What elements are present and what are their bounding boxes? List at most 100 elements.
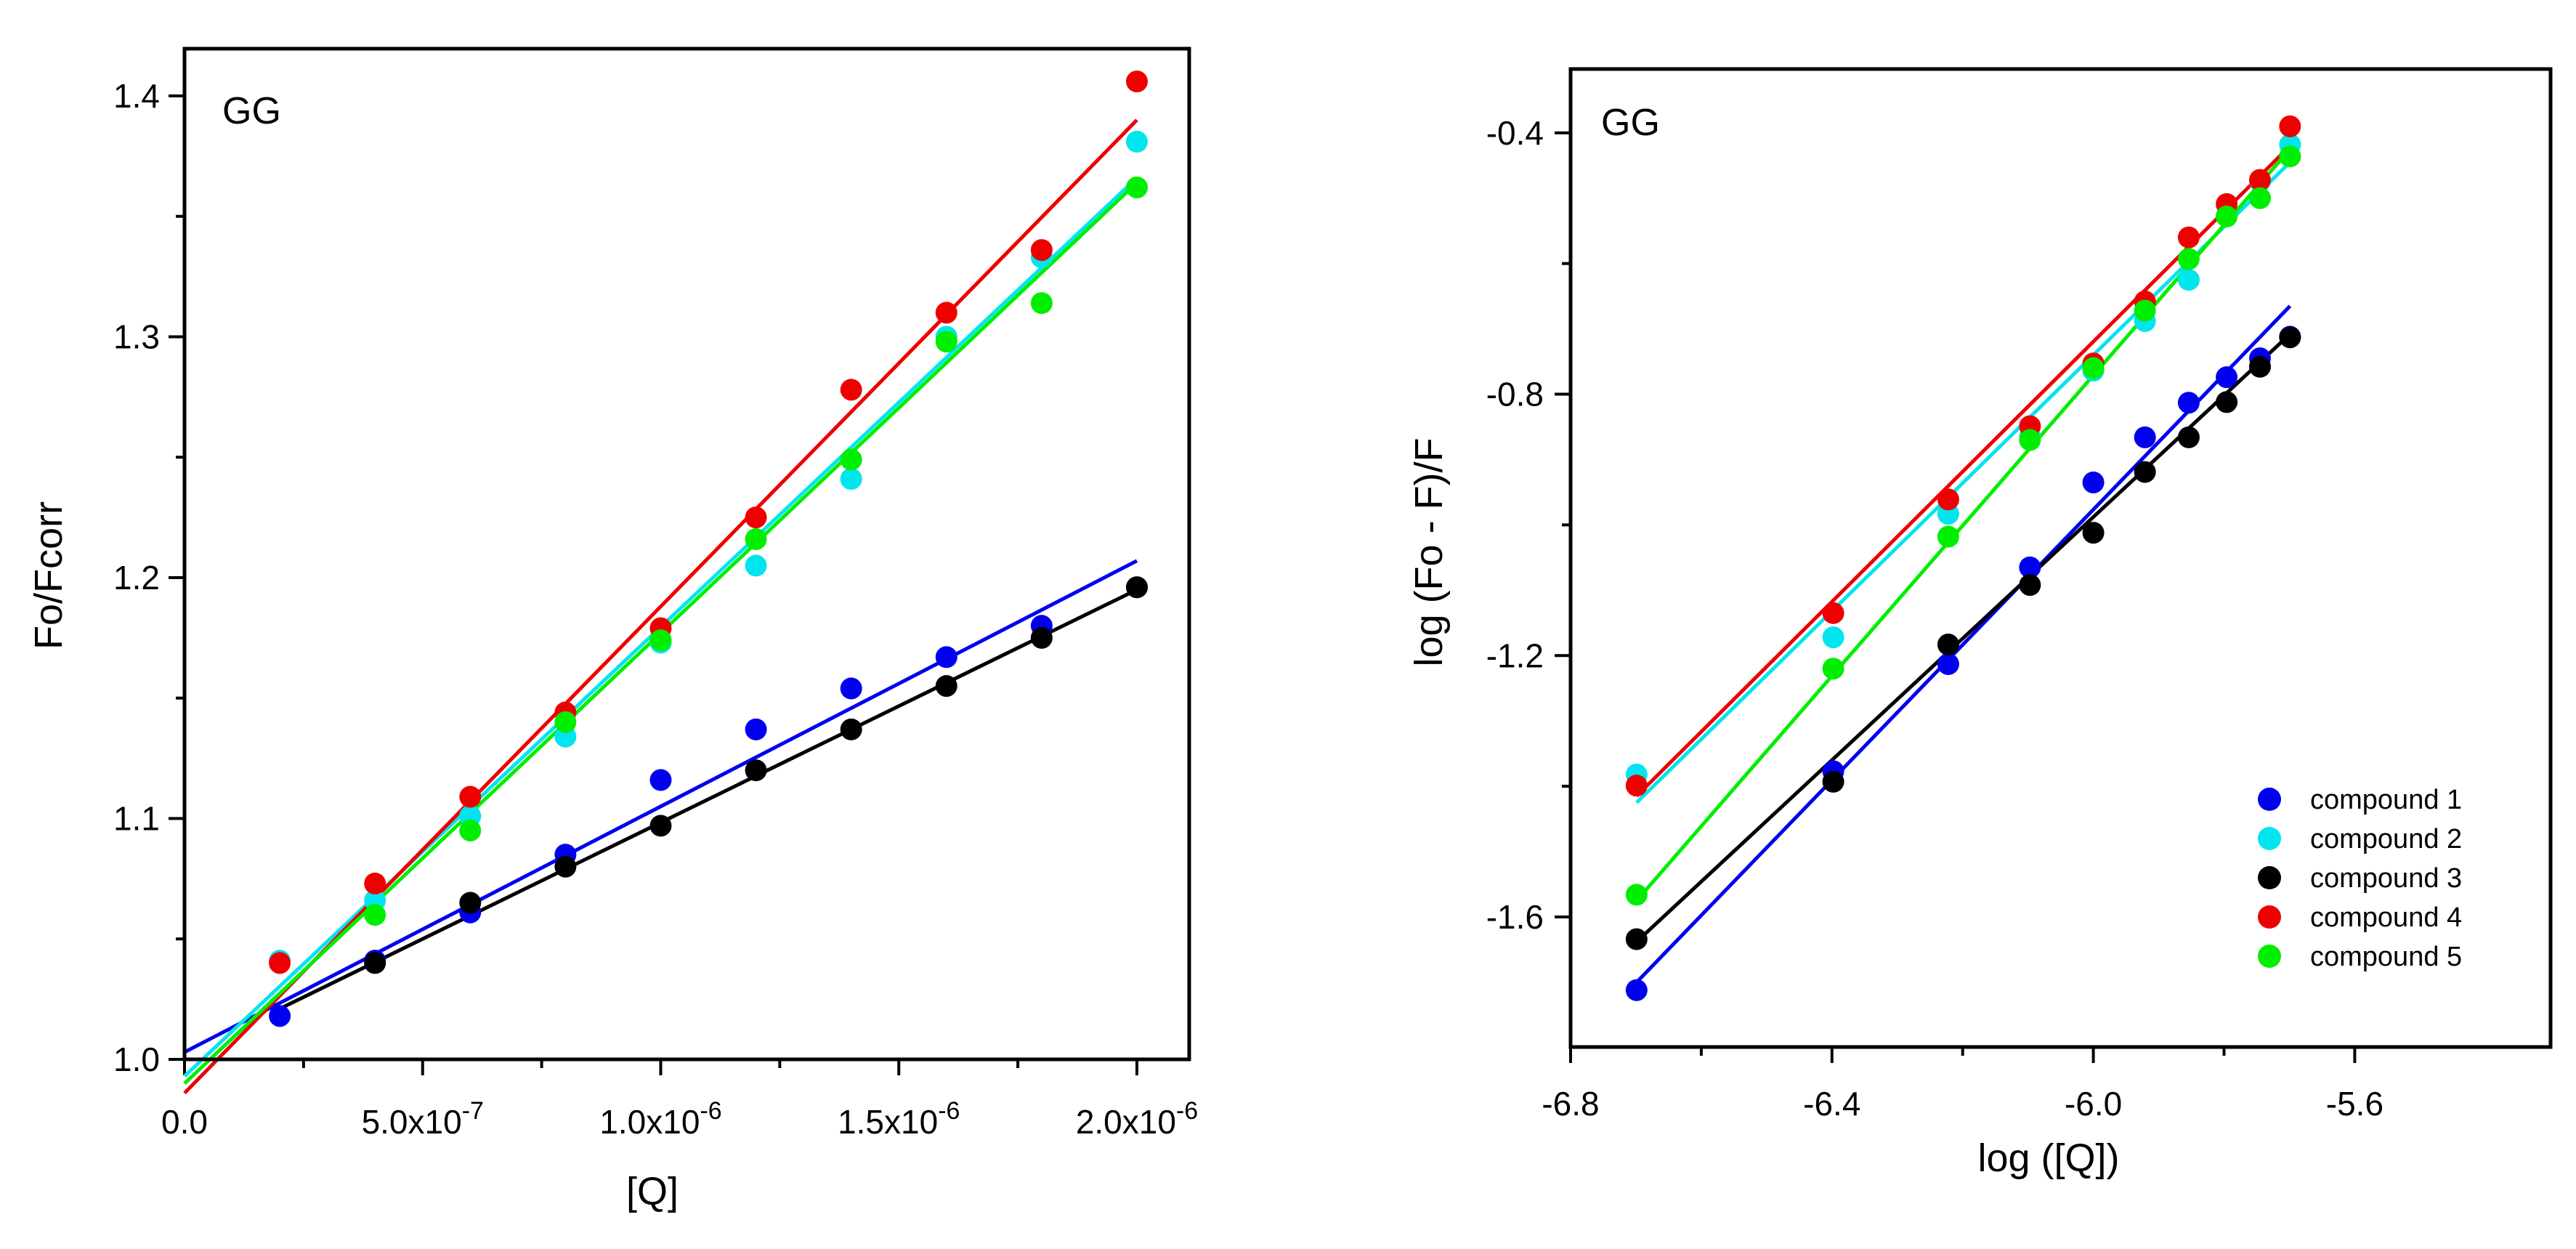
data-point-compound-4 — [459, 785, 482, 808]
chart-left-stern-volmer: Fo/Fcorr [Q] GG 0.0 5.0x10-7 1.0x10-6 1.5x1… — [27, 47, 1198, 1213]
y-tick-label: -0.4 — [1486, 114, 1544, 152]
legend: compound 1 compound 2 compound 3 compound 4… — [2258, 785, 2462, 972]
data-point-compound-1 — [649, 769, 672, 791]
data-point-compound-5 — [1030, 292, 1053, 315]
data-point-compound-4 — [935, 302, 957, 324]
data-point-compound-1 — [935, 646, 957, 668]
plot-frame — [1568, 67, 2553, 1049]
data-point-compound-4 — [745, 506, 767, 529]
data-point-compound-5 — [2019, 429, 2041, 451]
fit-line-compound-3 — [1635, 332, 2292, 944]
x-axis-title: [Q] — [626, 1170, 679, 1213]
panel-label: GG — [222, 90, 281, 132]
data-point-compound-5 — [2177, 248, 2200, 270]
fit-lines — [183, 118, 1138, 1095]
y-tick-label: -1.2 — [1486, 636, 1544, 674]
tick-layer: -6.8 -6.4 -6.0 -5.6 -1.6 -1.2 -0.8 -0.4 — [1486, 114, 2383, 1123]
x-tick-label: -6.4 — [1803, 1085, 1860, 1123]
data-point-compound-5 — [1126, 176, 1148, 198]
data-point-compound-4 — [2177, 226, 2200, 248]
x-tick-mantissa: 1.0x10 — [599, 1103, 700, 1141]
y-tick-label: 1.0 — [113, 1040, 160, 1078]
data-point-compound-5 — [935, 331, 957, 353]
data-point-compound-1 — [2216, 366, 2238, 389]
legend-label-compound-3: compound 3 — [2310, 863, 2462, 894]
fit-line-compound-1 — [1635, 304, 2292, 984]
x-tick-mantissa: 5.0x10 — [362, 1103, 462, 1141]
x-tick-label: 1.5x10-6 — [838, 1097, 960, 1141]
data-point-compound-3 — [1625, 928, 1648, 950]
data-point-compound-4 — [1937, 488, 1959, 511]
y-axis-title: Fo/Fcorr — [27, 501, 70, 650]
legend-marker-compound-4 — [2258, 905, 2281, 929]
x-tick-label: -5.6 — [2326, 1085, 2383, 1123]
data-point-compound-3 — [459, 892, 482, 914]
data-point-compound-3 — [840, 718, 862, 740]
x-tick-label: -6.0 — [2065, 1085, 2122, 1123]
legend-label-compound-2: compound 2 — [2310, 824, 2462, 854]
x-tick-exponent: -7 — [462, 1097, 484, 1125]
legend-marker-compound-2 — [2258, 827, 2281, 850]
y-tick-label: -0.8 — [1486, 376, 1544, 413]
data-point-compound-5 — [649, 629, 672, 652]
data-point-compound-4 — [1822, 602, 1844, 624]
data-point-compound-2 — [1126, 130, 1148, 153]
legend-label-compound-4: compound 4 — [2310, 902, 2462, 933]
x-tick-mantissa: 1.5x10 — [838, 1103, 938, 1141]
x-tick-label: 1.0x10-6 — [599, 1097, 721, 1141]
y-tick-label: 1.3 — [113, 318, 160, 356]
data-point-compound-5 — [364, 904, 386, 926]
data-points — [269, 70, 1148, 1027]
data-point-compound-4 — [364, 873, 386, 895]
x-tick-exponent: -6 — [938, 1097, 960, 1125]
y-axis-title: log (Fo - F)/F — [1407, 437, 1451, 666]
data-point-compound-5 — [1937, 525, 1959, 548]
data-point-compound-3 — [1126, 576, 1148, 599]
data-point-compound-3 — [2177, 426, 2200, 448]
data-point-compound-2 — [2177, 269, 2200, 291]
legend-marker-compound-1 — [2258, 788, 2281, 811]
panel-label: GG — [1601, 102, 1660, 144]
x-tick-mantissa: 2.0x10 — [1076, 1103, 1176, 1141]
x-tick-label: -6.8 — [1542, 1085, 1599, 1123]
tick-layer: 0.0 5.0x10-7 1.0x10-6 1.5x10-6 2.0x10-61.01.… — [113, 77, 1198, 1141]
data-point-compound-3 — [1822, 770, 1844, 793]
data-point-compound-3 — [2019, 574, 2041, 597]
data-point-compound-1 — [840, 677, 862, 700]
data-point-compound-5 — [1822, 658, 1844, 680]
data-point-compound-5 — [2279, 145, 2301, 168]
data-point-compound-1 — [745, 718, 767, 740]
data-point-compound-1 — [2019, 556, 2041, 578]
data-point-compound-4 — [1625, 775, 1648, 797]
data-point-compound-3 — [2134, 461, 2156, 483]
legend-marker-compound-3 — [2258, 866, 2281, 889]
data-point-compound-3 — [2216, 391, 2238, 413]
x-axis-title: log ([Q]) — [1977, 1136, 2119, 1180]
y-tick-label: 1.1 — [113, 800, 160, 838]
data-point-compound-4 — [2248, 169, 2271, 191]
y-tick-label: 1.2 — [113, 559, 160, 597]
data-point-compound-5 — [2134, 299, 2156, 322]
x-tick-mantissa: 0.0 — [161, 1103, 208, 1141]
x-tick-label: 0.0 — [161, 1103, 208, 1141]
data-point-compound-2 — [840, 468, 862, 490]
x-tick-exponent: -6 — [1176, 1097, 1198, 1125]
fit-line-compound-1 — [183, 559, 1138, 1054]
data-point-compound-5 — [459, 820, 482, 842]
data-point-compound-5 — [745, 528, 767, 550]
data-point-compound-4 — [1126, 70, 1148, 93]
data-point-compound-4 — [1030, 239, 1053, 262]
data-point-compound-1 — [2177, 392, 2200, 414]
data-point-compound-4 — [2279, 115, 2301, 137]
data-point-compound-1 — [2134, 426, 2156, 448]
legend-label-compound-5: compound 5 — [2310, 942, 2462, 972]
data-point-compound-5 — [840, 448, 862, 471]
y-tick-label: -1.6 — [1486, 898, 1544, 936]
data-point-compound-4 — [269, 952, 291, 974]
data-point-compound-3 — [649, 815, 672, 837]
data-point-compound-3 — [2279, 326, 2301, 349]
fit-line-compound-2 — [1635, 161, 2292, 804]
data-point-compound-4 — [840, 379, 862, 401]
data-point-compound-1 — [269, 1005, 291, 1027]
